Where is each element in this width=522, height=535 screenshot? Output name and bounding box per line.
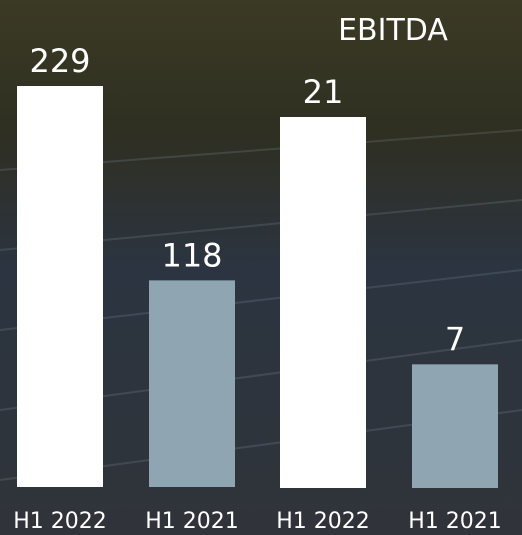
bar (17, 86, 103, 487)
chart-title: EBITDA (338, 13, 448, 48)
bar (149, 280, 235, 487)
value-label: 229 (29, 42, 90, 80)
x-tick-label: H1 2022 (13, 509, 107, 534)
bar (280, 117, 366, 488)
value-label: 7 (445, 320, 465, 358)
x-tick-label: H1 2021 (408, 509, 502, 534)
value-label: 21 (303, 73, 344, 111)
value-label: 118 (161, 236, 222, 274)
bar (412, 364, 498, 488)
x-tick-label: H1 2021 (145, 509, 239, 534)
x-tick-label: H1 2022 (276, 509, 370, 534)
